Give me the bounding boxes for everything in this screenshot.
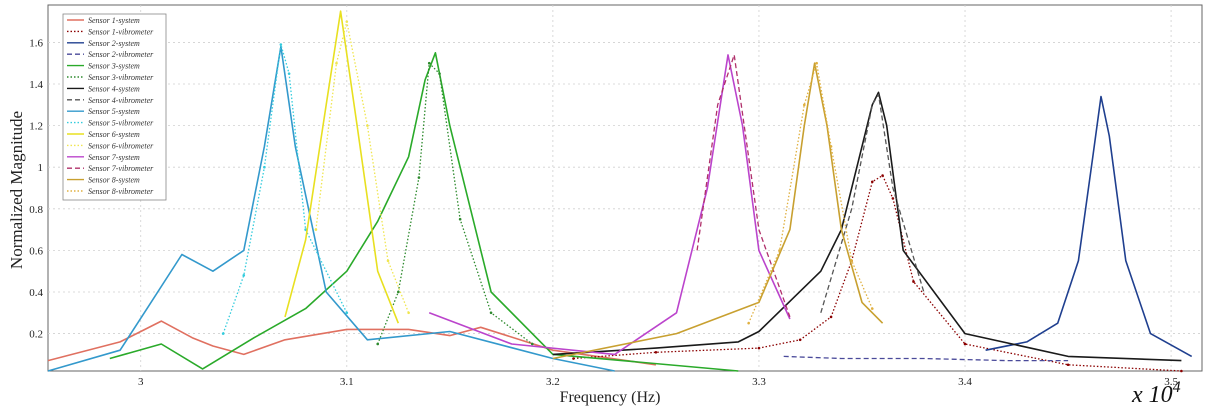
y-axis-label: Normalized Magnitude (7, 111, 26, 269)
data-point (366, 124, 369, 127)
x-multiplier: x 104 (1131, 379, 1181, 408)
data-point (438, 72, 441, 75)
legend-label: Sensor 7-system (88, 153, 140, 162)
data-point (530, 342, 534, 346)
legend-label: Sensor 6-system (88, 130, 140, 139)
data-point (345, 311, 349, 315)
x-tick-label: 3.5 (1164, 376, 1178, 388)
data-point (263, 165, 266, 169)
data-point (489, 311, 493, 315)
data-point (397, 290, 400, 294)
x-axis-label: Frequency (Hz) (560, 389, 661, 406)
data-point (881, 174, 884, 177)
legend-label: Sensor 7-vibrometer (88, 164, 154, 173)
data-point (572, 357, 575, 360)
data-point (1066, 363, 1070, 367)
legend: Sensor 1-system Sensor 1-vibrometer Sensor… (62, 13, 167, 201)
data-point (870, 180, 874, 184)
data-point (654, 350, 658, 354)
data-point (314, 228, 318, 231)
data-point (850, 259, 853, 263)
series-line-3 (985, 95, 1193, 358)
data-point (963, 342, 967, 346)
legend-label: Sensor 2-system (88, 39, 140, 48)
data-point (376, 342, 380, 346)
legend-label: Sensor 1-system (88, 16, 140, 25)
x-tick-label: 3 (138, 376, 144, 388)
series-line-5 (109, 52, 739, 372)
series-line-7 (552, 91, 1182, 362)
legend-label: Sensor 3-vibrometer (88, 73, 154, 82)
data-point (427, 61, 431, 65)
data-point (345, 20, 349, 23)
y-tick-label: 0.6 (29, 245, 43, 257)
series-line-15 (552, 62, 884, 360)
series-line-6 (377, 62, 533, 345)
y-tick-label: 1.4 (29, 79, 43, 91)
legend-label: Sensor 3-system (88, 62, 140, 71)
y-tick-label: 0.8 (29, 204, 43, 216)
data-point (829, 315, 833, 319)
data-point (279, 43, 283, 46)
data-point (870, 307, 874, 310)
data-point (757, 346, 761, 350)
data-point (798, 338, 802, 342)
legend-label: Sensor 8-system (88, 176, 140, 185)
legend-label: Sensor 5-vibrometer (88, 119, 154, 128)
y-tick-label: 0.2 (29, 329, 43, 341)
x-tick-label: 3.2 (546, 376, 560, 388)
legend-label: Sensor 5-system (88, 107, 140, 116)
data-point (242, 274, 246, 277)
x-tick-label: 3.3 (752, 376, 766, 388)
x-multiplier-exponent: 4 (1173, 379, 1181, 396)
data-point (407, 311, 410, 315)
data-point (802, 103, 806, 107)
data-point (891, 197, 895, 200)
data-point (815, 61, 818, 65)
y-tick-label: 1.2 (29, 121, 43, 133)
data-point (287, 72, 291, 75)
data-point (386, 259, 390, 263)
data-point (829, 145, 833, 148)
x-tick-label: 3.4 (958, 376, 972, 388)
data-point (1180, 369, 1183, 373)
legend-label: Sensor 2-vibrometer (88, 50, 154, 59)
series-line-4 (783, 355, 1069, 362)
legend-label: Sensor 8-vibrometer (88, 187, 154, 196)
tick-labels: 3 3.1 3.2 3.3 3.4 3.5 0.2 0.4 0.6 0.8 1 1.2 1.4 1.6 (29, 37, 1178, 388)
x-multiplier-base: x 10 (1131, 382, 1173, 408)
y-tick-label: 1 (38, 162, 44, 174)
series-line-14 (696, 54, 791, 318)
legend-box (62, 13, 167, 201)
series-line-12 (315, 20, 410, 314)
series-layer (47, 10, 1193, 373)
y-tick-label: 0.4 (29, 287, 43, 299)
data-point (304, 228, 307, 231)
data-point (912, 280, 915, 283)
legend-label: Sensor 4-vibrometer (88, 96, 154, 105)
data-point (458, 217, 462, 221)
y-tick-label: 1.6 (29, 37, 43, 49)
data-point (417, 176, 421, 179)
series-line-9 (47, 45, 615, 372)
data-point (335, 61, 338, 65)
series-line-11 (284, 10, 400, 324)
series-line-1 (47, 320, 657, 366)
x-tick-label: 3.1 (340, 376, 354, 388)
data-point (778, 249, 781, 252)
legend-label: Sensor 6-vibrometer (88, 141, 154, 150)
grid-lines (48, 5, 1202, 371)
plot-area (47, 4, 1203, 372)
legend-label: Sensor 1-vibrometer (88, 27, 154, 36)
series-line-13 (428, 54, 791, 356)
legend-label: Sensor 4-system (88, 84, 140, 93)
data-point (747, 321, 750, 325)
series-line-8 (820, 93, 925, 313)
data-point (221, 332, 225, 335)
